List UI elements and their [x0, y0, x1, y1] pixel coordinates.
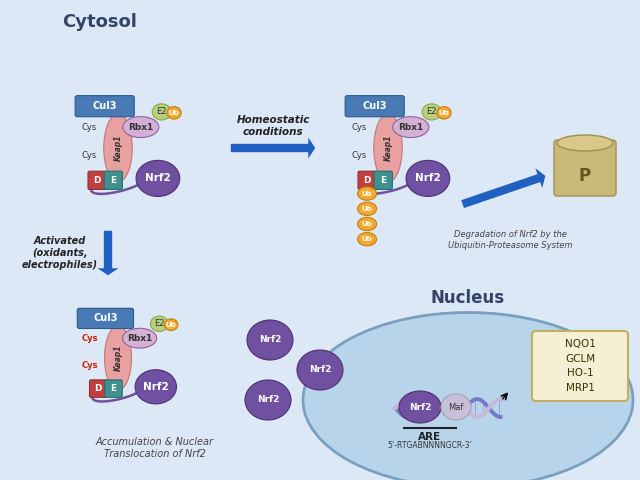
Ellipse shape — [245, 380, 291, 420]
Text: Cul3: Cul3 — [93, 313, 118, 324]
Text: Homeostatic
conditions: Homeostatic conditions — [236, 115, 310, 137]
Text: Ub: Ub — [169, 110, 179, 116]
Text: E: E — [380, 176, 387, 185]
FancyBboxPatch shape — [104, 171, 122, 190]
Text: Accumulation & Nuclear
Translocation of Nrf2: Accumulation & Nuclear Translocation of … — [96, 437, 214, 459]
Text: Cys: Cys — [82, 360, 98, 370]
Ellipse shape — [399, 391, 441, 423]
Text: 5’-RTGABNNNNGCR-3’: 5’-RTGABNNNNGCR-3’ — [387, 441, 472, 450]
Text: Keap1: Keap1 — [113, 135, 122, 161]
Text: E2: E2 — [426, 108, 437, 116]
Ellipse shape — [358, 202, 376, 216]
Text: Rbx1: Rbx1 — [128, 122, 154, 132]
Text: Maf: Maf — [448, 403, 464, 411]
Text: Degradation of Nrf2 by the
Ubiquitin-Proteasome System: Degradation of Nrf2 by the Ubiquitin-Pro… — [448, 230, 572, 250]
Ellipse shape — [358, 187, 376, 200]
Ellipse shape — [557, 135, 613, 151]
Text: Cul3: Cul3 — [92, 101, 117, 111]
Text: Ub: Ub — [362, 236, 372, 242]
Ellipse shape — [104, 114, 132, 182]
Text: Nrf2: Nrf2 — [309, 365, 331, 374]
Text: Cys: Cys — [82, 122, 97, 132]
Text: ARE: ARE — [418, 432, 442, 442]
Text: Ub: Ub — [362, 206, 372, 212]
Ellipse shape — [358, 217, 376, 231]
Ellipse shape — [150, 316, 168, 332]
Text: Cul3: Cul3 — [362, 101, 387, 111]
Text: E: E — [110, 176, 116, 185]
FancyBboxPatch shape — [75, 96, 134, 117]
Text: Cys: Cys — [82, 151, 97, 160]
FancyBboxPatch shape — [345, 96, 404, 117]
Text: NQO1
GCLM
HO-1
MRP1: NQO1 GCLM HO-1 MRP1 — [564, 339, 595, 393]
Ellipse shape — [374, 114, 403, 182]
Ellipse shape — [164, 319, 178, 331]
Text: Cys: Cys — [352, 151, 367, 160]
FancyBboxPatch shape — [374, 171, 392, 190]
Text: Nucleus: Nucleus — [431, 289, 505, 307]
Text: Activated
(oxidants,
electrophiles): Activated (oxidants, electrophiles) — [22, 237, 98, 270]
FancyBboxPatch shape — [88, 171, 106, 190]
Ellipse shape — [152, 104, 172, 120]
FancyBboxPatch shape — [532, 331, 628, 401]
Text: Nrf2: Nrf2 — [257, 396, 279, 405]
Text: Ub: Ub — [362, 221, 372, 227]
Text: Cytosol: Cytosol — [63, 13, 138, 31]
Text: Cys: Cys — [82, 334, 98, 343]
Text: D: D — [364, 176, 371, 185]
FancyBboxPatch shape — [105, 380, 122, 397]
Ellipse shape — [167, 107, 181, 119]
Text: Keap1: Keap1 — [113, 345, 122, 371]
Text: Nrf2: Nrf2 — [259, 336, 281, 345]
Text: Keap1: Keap1 — [383, 135, 392, 161]
Text: D: D — [93, 176, 101, 185]
FancyBboxPatch shape — [554, 140, 616, 196]
FancyBboxPatch shape — [90, 380, 107, 397]
Ellipse shape — [422, 104, 441, 120]
FancyBboxPatch shape — [358, 171, 376, 190]
Text: E: E — [111, 384, 116, 393]
Text: Nrf2: Nrf2 — [409, 403, 431, 411]
Text: Rbx1: Rbx1 — [398, 122, 424, 132]
Ellipse shape — [441, 394, 471, 420]
Text: Ub: Ub — [362, 191, 372, 197]
Text: Nrf2: Nrf2 — [143, 382, 169, 392]
Ellipse shape — [437, 107, 451, 119]
Ellipse shape — [358, 232, 376, 246]
Ellipse shape — [104, 325, 131, 390]
Text: Nrf2: Nrf2 — [145, 173, 171, 183]
FancyBboxPatch shape — [77, 308, 134, 328]
Ellipse shape — [297, 350, 343, 390]
Text: Rbx1: Rbx1 — [127, 334, 152, 343]
Ellipse shape — [123, 117, 159, 138]
Text: Cys: Cys — [352, 122, 367, 132]
Ellipse shape — [136, 160, 180, 196]
Text: Ub: Ub — [438, 110, 449, 116]
Text: Nrf2: Nrf2 — [415, 173, 441, 183]
Text: Ub: Ub — [166, 322, 177, 328]
Ellipse shape — [135, 370, 177, 404]
Text: D: D — [95, 384, 102, 393]
Text: E2: E2 — [154, 319, 164, 328]
Ellipse shape — [122, 328, 157, 348]
Ellipse shape — [393, 117, 429, 138]
Text: E2: E2 — [156, 108, 167, 116]
Ellipse shape — [406, 160, 450, 196]
Ellipse shape — [303, 312, 633, 480]
Text: P: P — [579, 167, 591, 185]
Ellipse shape — [247, 320, 293, 360]
